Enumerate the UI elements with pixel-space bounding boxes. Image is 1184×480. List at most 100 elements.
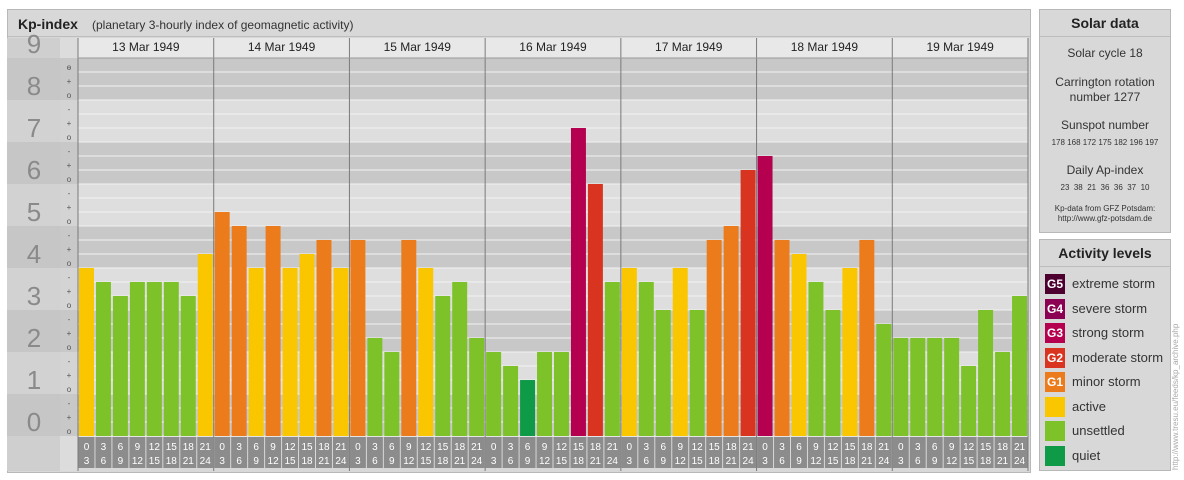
kp-bar xyxy=(95,281,111,436)
interval-start-label: 3 xyxy=(372,442,378,453)
minor-mark: - xyxy=(68,105,71,114)
interval-start-label: 12 xyxy=(692,442,704,453)
interval-start-label: 12 xyxy=(284,442,296,453)
interval-end-label: 6 xyxy=(236,456,242,467)
interval-end-label: 21 xyxy=(454,456,466,467)
plot-band xyxy=(78,184,1028,226)
interval-cell xyxy=(604,437,621,468)
interval-end-label: 12 xyxy=(946,456,958,467)
interval-cell xyxy=(366,437,383,468)
interval-cell xyxy=(943,437,960,468)
interval-end-label: 9 xyxy=(525,456,531,467)
interval-end-label: 21 xyxy=(183,456,195,467)
minor-mark: o xyxy=(67,343,72,352)
minor-mark: o xyxy=(67,301,72,310)
minor-mark: + xyxy=(67,77,72,86)
interval-end-label: 15 xyxy=(827,456,839,467)
interval-cell xyxy=(536,437,553,468)
kp-bar xyxy=(316,239,332,436)
kp-bar xyxy=(655,310,671,436)
minor-mark: o xyxy=(67,259,72,268)
interval-start-label: 0 xyxy=(355,442,361,453)
kp-bar xyxy=(214,212,230,436)
kp-bar xyxy=(469,338,485,436)
interval-cell xyxy=(672,437,689,468)
kp-bar xyxy=(808,281,824,436)
interval-end-label: 12 xyxy=(810,456,822,467)
minor-mark: - xyxy=(68,63,71,72)
interval-start-label: 18 xyxy=(454,442,466,453)
interval-cell xyxy=(655,437,672,468)
interval-end-label: 18 xyxy=(437,456,449,467)
interval-end-label: 9 xyxy=(389,456,395,467)
interval-cell xyxy=(332,437,349,468)
interval-start-label: 6 xyxy=(525,442,531,453)
interval-cell xyxy=(95,437,112,468)
kp-bar xyxy=(791,254,807,436)
interval-end-label: 15 xyxy=(284,456,296,467)
solar-data-panel: Solar data Solar cycle 18 Carrington rot… xyxy=(1039,9,1171,233)
y-tick-label: 1 xyxy=(27,365,41,395)
interval-cell xyxy=(316,437,332,468)
legend-label: extreme storm xyxy=(1072,276,1156,291)
day-header-strip xyxy=(78,38,1028,58)
interval-start-label: 0 xyxy=(84,442,90,453)
kp-bar xyxy=(893,338,909,436)
day-label: 17 Mar 1949 xyxy=(655,40,723,54)
kp-bar xyxy=(163,281,179,436)
kp-bar xyxy=(367,338,383,436)
y-tick-label: 9 xyxy=(27,29,41,59)
interval-end-label: 21 xyxy=(997,456,1009,467)
interval-cell xyxy=(994,437,1011,468)
interval-start-label: 15 xyxy=(844,442,856,453)
y-tick-label: 6 xyxy=(27,155,41,185)
kp-bar xyxy=(299,254,315,436)
interval-start-label: 15 xyxy=(437,442,449,453)
interval-end-label: 3 xyxy=(219,456,225,467)
legend-swatch: G4 xyxy=(1045,298,1065,319)
interval-start-label: 12 xyxy=(963,442,975,453)
activity-levels-title: Activity levels xyxy=(1040,240,1170,267)
credit-url: http://www.tresu.eu/feeds/kp_archive.php xyxy=(1171,323,1180,470)
interval-cell xyxy=(841,437,858,468)
interval-start-label: 0 xyxy=(762,442,768,453)
legend-swatch: G1 xyxy=(1045,372,1065,392)
interval-start-label: 3 xyxy=(101,442,107,453)
day-label: 14 Mar 1949 xyxy=(248,40,316,54)
interval-start-label: 12 xyxy=(420,442,432,453)
minor-mark: - xyxy=(68,189,71,198)
kp-bar xyxy=(248,268,264,436)
interval-cell xyxy=(926,437,943,468)
kp-bar xyxy=(180,296,196,436)
kp-bar xyxy=(486,352,502,436)
kp-bar-chart: 0123456789o+-o+-o+-o+-o+-o+-o+-o+-o+-o13… xyxy=(7,29,1029,471)
interval-start-label: 15 xyxy=(166,442,178,453)
interval-start-label: 0 xyxy=(627,442,633,453)
data-source-label: Kp-data from GFZ Potsdam: xyxy=(1054,204,1156,213)
interval-end-label: 6 xyxy=(101,456,107,467)
interval-start-label: 3 xyxy=(508,442,514,453)
interval-cell xyxy=(757,437,774,468)
interval-start-label: 0 xyxy=(491,442,497,453)
minor-mark: o xyxy=(67,175,72,184)
kp-bar xyxy=(197,254,213,436)
kp-bar xyxy=(146,281,162,436)
activity-levels-panel: Activity levels G5 extreme storm G4 severe … xyxy=(1039,239,1171,471)
interval-end-label: 3 xyxy=(84,456,90,467)
interval-end-label: 3 xyxy=(762,456,768,467)
interval-end-label: 24 xyxy=(878,456,890,467)
interval-end-label: 12 xyxy=(132,456,144,467)
interval-start-label: 6 xyxy=(118,442,124,453)
legend-label: strong storm xyxy=(1072,325,1145,340)
interval-start-label: 12 xyxy=(149,442,161,453)
minor-mark: + xyxy=(67,413,72,422)
interval-cell xyxy=(112,437,129,468)
minor-mark: - xyxy=(68,147,71,156)
kp-bar xyxy=(978,310,994,436)
interval-start-label: 18 xyxy=(726,442,738,453)
interval-start-label: 21 xyxy=(471,442,483,453)
interval-start-label: 15 xyxy=(980,442,992,453)
interval-cell xyxy=(519,437,536,468)
interval-cell xyxy=(706,437,723,468)
interval-start-label: 6 xyxy=(796,442,802,453)
